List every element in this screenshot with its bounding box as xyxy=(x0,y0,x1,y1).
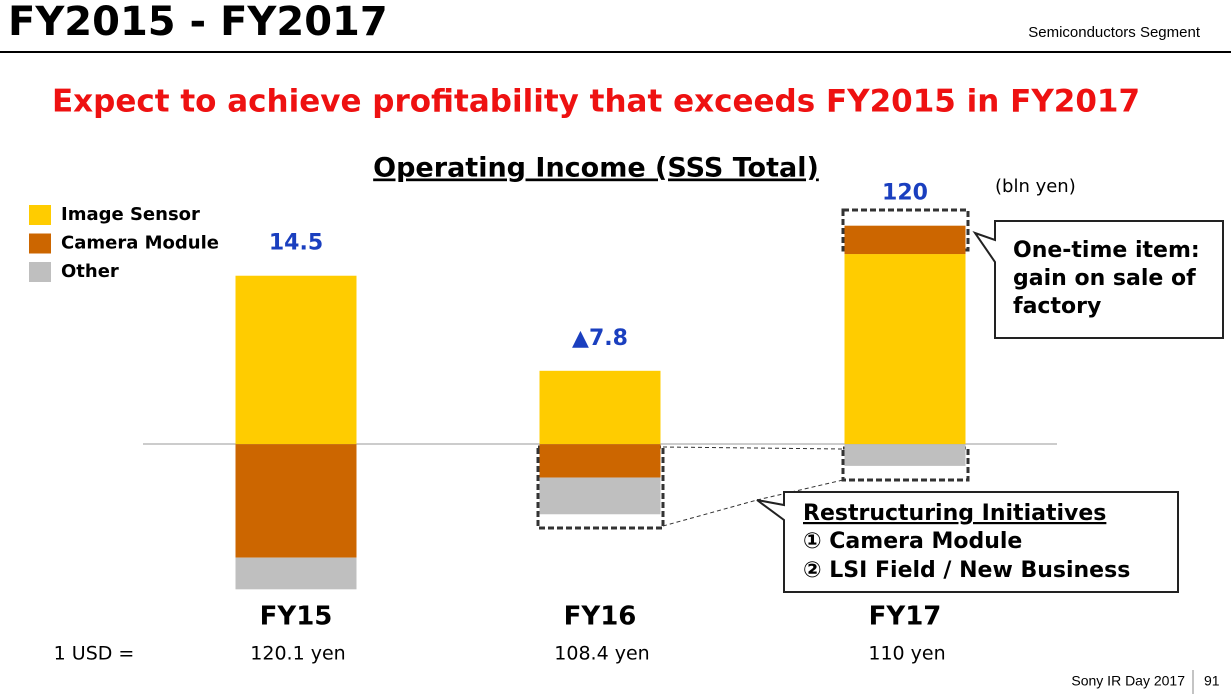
unit-label: (bln yen) xyxy=(995,176,1076,197)
legend-swatch xyxy=(29,233,51,254)
bar-segment xyxy=(539,370,661,445)
callout-box xyxy=(972,220,1224,339)
bar-segment xyxy=(539,444,661,478)
footer-event: Sony IR Day 2017 xyxy=(1071,673,1185,689)
x-tick-label: FY16 xyxy=(564,602,637,632)
callout-text: ② LSI Field / New Business xyxy=(803,558,1130,583)
chart-title: Operating Income (SSS Total) xyxy=(373,153,819,184)
footer-page: 91 xyxy=(1204,673,1220,689)
x-tick-label: FY15 xyxy=(260,602,333,632)
exchange-rate: 108.4 yen xyxy=(554,643,649,665)
total-label: 120 xyxy=(882,181,928,206)
callout-box xyxy=(756,491,1179,593)
bar-segment xyxy=(235,275,357,445)
legend-label: Other xyxy=(61,261,119,282)
slide-title: FY2015 - FY2017 xyxy=(8,0,388,45)
legend-swatch xyxy=(29,262,51,282)
bar-segment xyxy=(235,444,357,558)
segment-label: Semiconductors Segment xyxy=(1028,24,1201,41)
dashed-box xyxy=(841,446,970,482)
callout-text: factory xyxy=(1013,294,1101,319)
connector xyxy=(756,479,844,501)
total-label: ▲7.8 xyxy=(572,326,628,351)
callout-text: One-time item: xyxy=(1013,238,1200,263)
bar-segment xyxy=(235,557,357,590)
x-tick-label: FY17 xyxy=(869,602,942,632)
connector xyxy=(662,499,758,527)
legend-label: Camera Module xyxy=(61,233,219,254)
connector xyxy=(662,446,844,450)
exchange-label: 1 USD = xyxy=(54,643,135,665)
callout-text: ① Camera Module xyxy=(803,529,1022,554)
callout-text: gain on sale of xyxy=(1013,266,1196,291)
exchange-rate: 110 yen xyxy=(868,643,945,665)
callout-title: Restructuring Initiatives xyxy=(803,501,1106,526)
legend-swatch xyxy=(29,205,51,225)
bar-segment xyxy=(539,477,661,515)
bar-segment xyxy=(844,254,966,445)
exchange-rate: 120.1 yen xyxy=(250,643,345,665)
bar-segment xyxy=(844,444,966,466)
legend-label: Image Sensor xyxy=(61,204,200,225)
total-label: 14.5 xyxy=(269,231,323,256)
headline: Expect to achieve profitability that exc… xyxy=(52,84,1140,120)
bar-segment xyxy=(844,225,966,255)
dashed-box xyxy=(536,445,665,530)
